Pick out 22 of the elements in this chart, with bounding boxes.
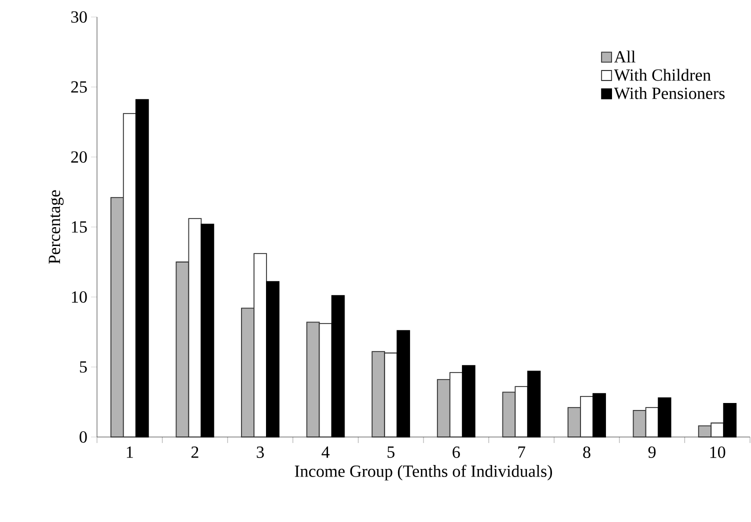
legend-label: All <box>614 50 636 62</box>
x-tick-label: 2 <box>191 446 198 458</box>
y-tick-label: 20 <box>71 151 87 163</box>
x-tick-label: 10 <box>710 446 726 458</box>
x-tick-label: 5 <box>388 446 394 458</box>
y-tick-label: 10 <box>72 291 87 303</box>
y-axis-title: Percentage <box>48 190 64 264</box>
legend-label: With Children <box>614 68 711 81</box>
y-tick-label: 5 <box>80 361 87 373</box>
x-tick-label: 3 <box>256 446 264 458</box>
x-axis-title: Income Group (Tenths of Individuals) <box>294 464 552 480</box>
x-tick-label: 4 <box>322 446 330 458</box>
x-tick-label: 1 <box>126 446 133 458</box>
x-tick-label: 7 <box>518 446 526 458</box>
legend-label: With Pensioners <box>614 87 725 100</box>
y-tick-label: 15 <box>72 221 87 233</box>
y-tick-label: 25 <box>71 81 87 93</box>
x-tick-label: 6 <box>452 446 460 458</box>
x-tick-label: 8 <box>583 446 590 458</box>
y-tick-label: 0 <box>80 431 87 443</box>
y-tick-label: 30 <box>71 11 87 23</box>
x-tick-label: 9 <box>648 446 656 458</box>
